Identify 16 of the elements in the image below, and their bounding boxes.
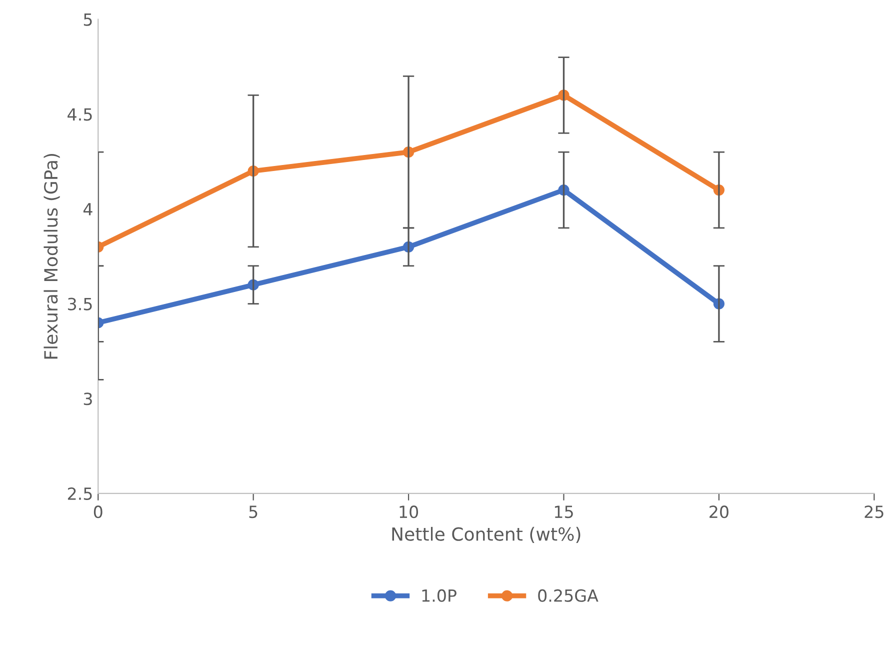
y-tick-label: 5 — [84, 14, 92, 26]
y-tick-label: 4.5 — [68, 108, 92, 121]
y-tick-label: 4 — [83, 203, 92, 216]
legend-label: 0.25GA — [538, 589, 598, 602]
y-axis-title: Flexural Modulus (GPa) — [44, 154, 60, 359]
x-tick-label: 10 — [400, 506, 418, 518]
legend-label: 1.0P — [422, 589, 456, 602]
x-tick-label: 15 — [554, 506, 573, 518]
x-tick-label: 20 — [710, 506, 728, 518]
x-tick-label: 0 — [94, 506, 102, 518]
y-tick-label: 2.5 — [68, 487, 92, 500]
x-axis-title: Nettle Content (wt%) — [392, 526, 580, 544]
x-tick-label: 5 — [249, 506, 258, 518]
y-tick-label: 3 — [84, 392, 92, 406]
y-tick-label: 3.5 — [68, 298, 92, 310]
x-tick-label: 25 — [864, 506, 884, 518]
